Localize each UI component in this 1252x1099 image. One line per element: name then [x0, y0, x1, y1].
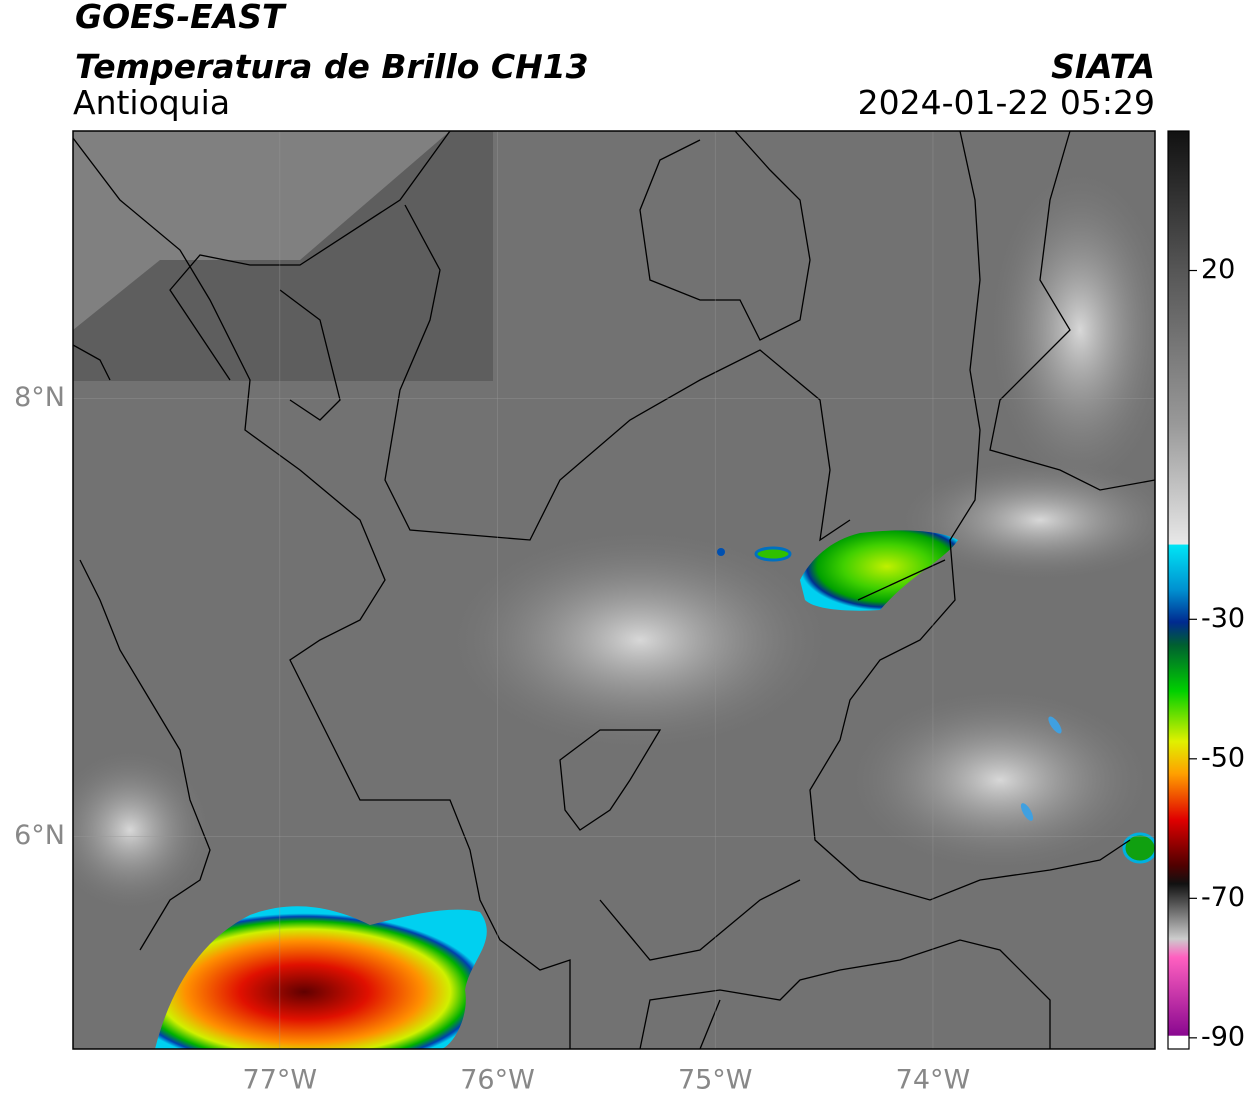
x-tick-label: 75°W — [678, 1065, 753, 1096]
colorbar-tick-label: -30 — [1201, 603, 1245, 634]
datetime: 2024-01-22 05:29 — [858, 83, 1155, 122]
colorbar-tick-label: -70 — [1201, 882, 1245, 913]
x-tick-label: 77°W — [243, 1065, 318, 1096]
colorbar-tick-label: 20 — [1201, 254, 1235, 285]
y-tick-label: 8°N — [14, 382, 65, 413]
x-tick-label: 74°W — [896, 1065, 971, 1096]
map-image — [73, 131, 1155, 1049]
subtitle: Temperatura de Brillo CH13 — [75, 47, 589, 86]
colorbar-tick-label: -50 — [1201, 742, 1245, 773]
colorbar — [1167, 130, 1190, 1050]
graticule — [73, 131, 1155, 1049]
y-tick-label: 6°N — [14, 820, 65, 851]
region: Antioquia — [73, 83, 230, 122]
source: SIATA — [1051, 47, 1155, 86]
colorbar-tick-label: -90 — [1201, 1021, 1245, 1052]
title: GOES-EAST — [75, 0, 287, 36]
map-frame — [72, 130, 1156, 1050]
x-tick-label: 76°W — [460, 1065, 535, 1096]
